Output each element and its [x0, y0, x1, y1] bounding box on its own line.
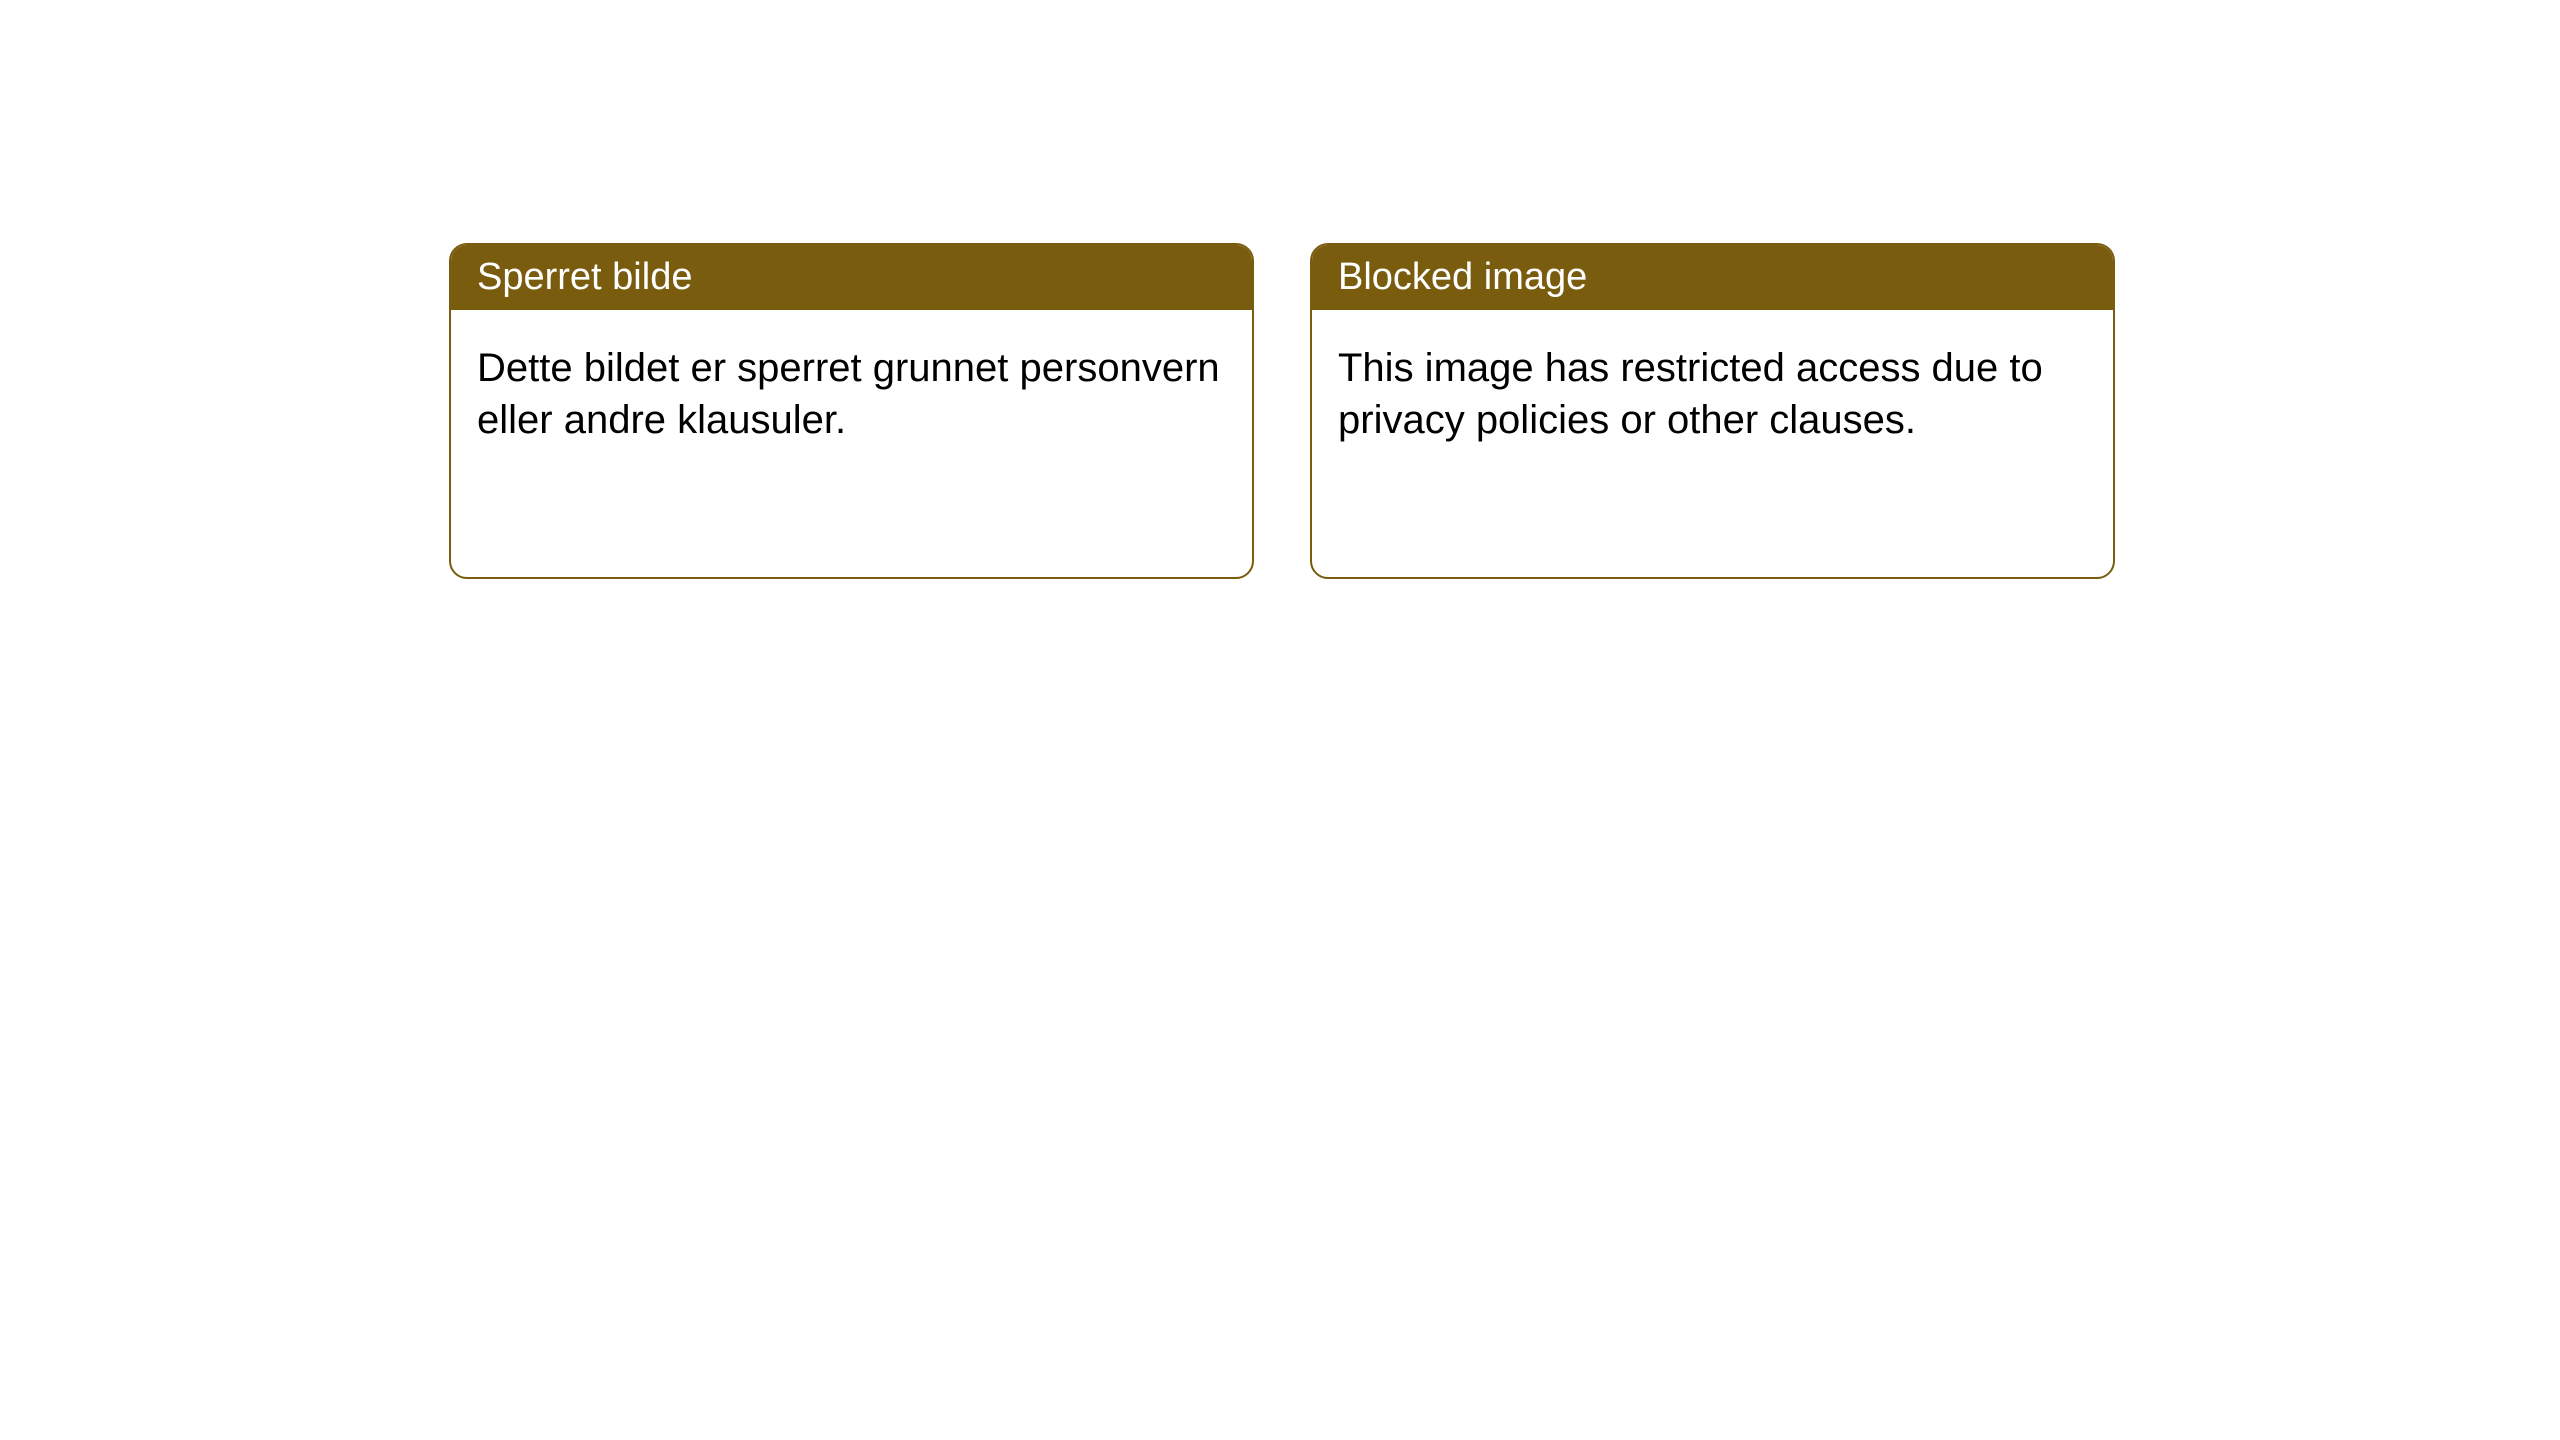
notice-header: Blocked image	[1312, 245, 2113, 310]
notice-header: Sperret bilde	[451, 245, 1252, 310]
notice-box-english: Blocked image This image has restricted …	[1310, 243, 2115, 579]
notice-title: Sperret bilde	[477, 256, 692, 298]
notice-body: This image has restricted access due to …	[1312, 310, 2113, 478]
notice-box-norwegian: Sperret bilde Dette bildet er sperret gr…	[449, 243, 1254, 579]
notice-message: This image has restricted access due to …	[1338, 346, 2043, 442]
notice-title: Blocked image	[1338, 256, 1587, 298]
notice-body: Dette bildet er sperret grunnet personve…	[451, 310, 1252, 478]
notice-message: Dette bildet er sperret grunnet personve…	[477, 346, 1220, 442]
notice-container: Sperret bilde Dette bildet er sperret gr…	[0, 0, 2560, 579]
